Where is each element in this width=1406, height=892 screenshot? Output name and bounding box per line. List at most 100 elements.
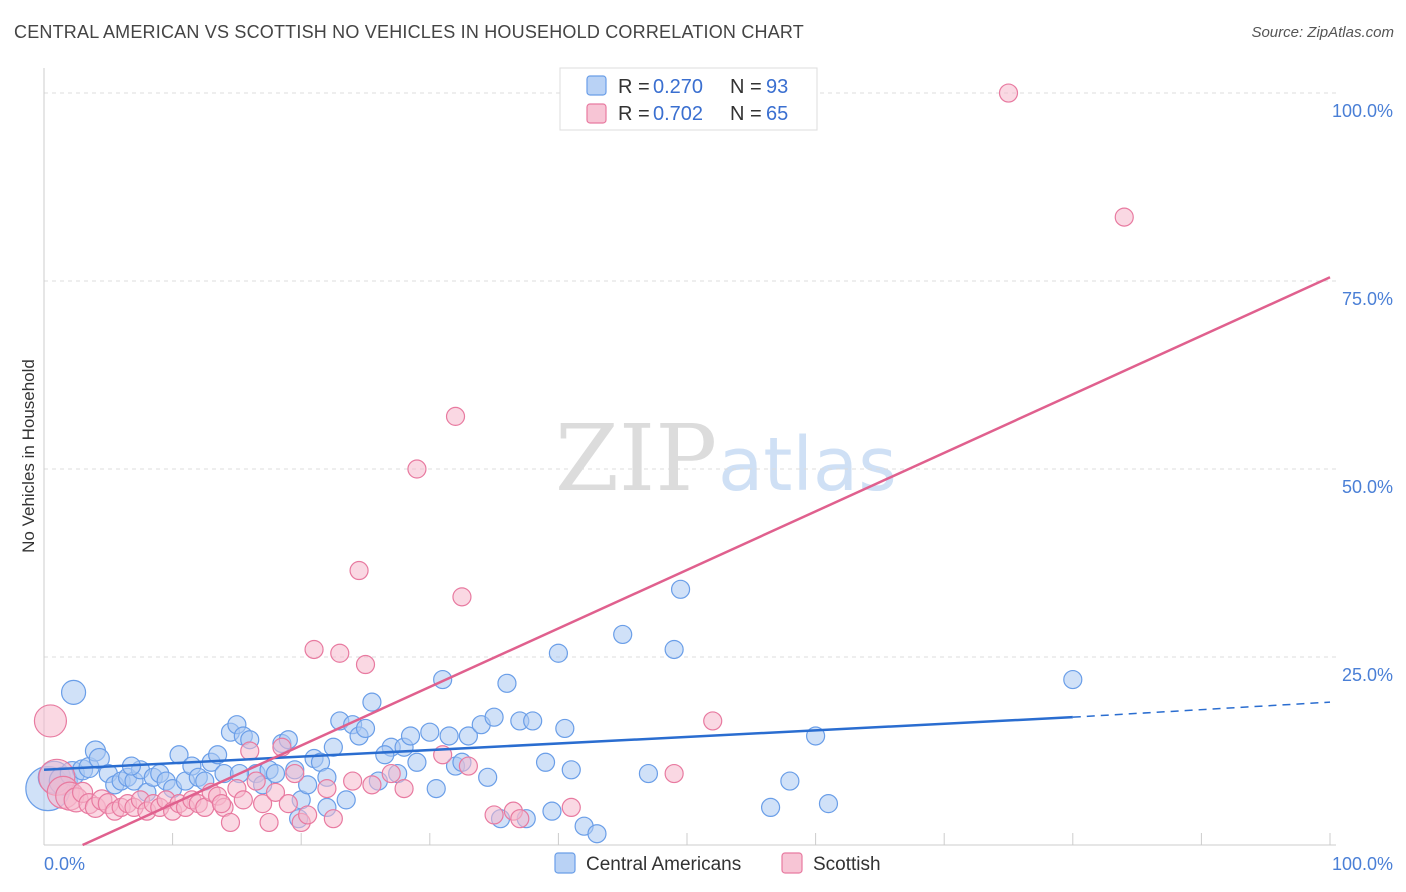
scottish-point [278, 794, 298, 814]
scottish-point [265, 782, 286, 802]
scottish-point [349, 560, 369, 581]
y-tick-label: 100.0% [1332, 101, 1393, 121]
y-tick-label: 50.0% [1342, 477, 1393, 497]
scottish-point [323, 809, 343, 829]
scottish-point [394, 779, 414, 799]
central-americans-point [362, 692, 382, 712]
data-points [25, 83, 1134, 844]
legend-n-label: N = [730, 76, 762, 98]
bottom-legend-label-scottish: Scottish [813, 854, 881, 875]
central-americans-point [542, 801, 562, 821]
central-americans-point [561, 760, 581, 780]
scottish-trend-line [82, 276, 1331, 847]
legend-r-label: R = [618, 103, 650, 125]
central-americans-point [426, 779, 446, 799]
bottom-legend-swatch-scottish [781, 852, 803, 874]
scottish-point [1114, 207, 1134, 227]
legend: R = 0.270 N = 93 R = 0.702 N = 65 [559, 67, 818, 131]
bottom-legend-swatch-central-americans [554, 852, 576, 874]
scottish-point [317, 779, 337, 799]
scottish-point [445, 406, 466, 426]
central-americans-point [400, 726, 421, 746]
scottish-point [407, 459, 427, 479]
central-americans-point [439, 726, 459, 746]
central-americans-point [208, 745, 228, 765]
scottish-point [330, 643, 350, 663]
y-tick-label: 25.0% [1342, 665, 1393, 685]
scottish-point [484, 805, 504, 825]
legend-r-label: R = [618, 76, 650, 98]
legend-swatch-central-americans [586, 75, 607, 96]
central-americans-point [638, 763, 659, 784]
scottish-point [33, 704, 68, 738]
scottish-point [211, 794, 232, 814]
central-americans-point [497, 673, 517, 693]
central-americans-point [88, 747, 110, 770]
bottom-legend-label-central-americans: Central Americans [586, 854, 741, 875]
central-americans-point [458, 726, 478, 746]
watermark-zip: ZIP [555, 405, 717, 512]
chart-title: CENTRAL AMERICAN VS SCOTTISH NO VEHICLES… [14, 22, 804, 42]
central-americans-point [420, 722, 440, 742]
central-americans-point [298, 775, 318, 795]
scottish-point [355, 654, 376, 675]
scottish-point [343, 771, 363, 791]
legend-r-value: 0.702 [653, 103, 703, 125]
scottish-point [240, 741, 260, 761]
scottish-point [510, 809, 530, 829]
central-americans-point [555, 718, 575, 739]
central-americans-point [60, 679, 87, 705]
y-tick-labels: 25.0% 50.0% 75.0% 100.0% [1332, 101, 1393, 685]
bottom-legend: Central Americans Scottish [554, 852, 881, 875]
central-americans-point [355, 718, 376, 739]
scottish-point [233, 790, 253, 810]
scottish-point [452, 587, 472, 607]
central-americans-trend-extension [1072, 701, 1331, 718]
central-americans-point [613, 624, 633, 645]
gridlines [44, 92, 1336, 658]
scottish-point [220, 812, 241, 833]
x-tick-label: 100.0% [1332, 854, 1393, 874]
legend-r-value: 0.270 [653, 76, 703, 98]
legend-n-value: 65 [766, 103, 788, 125]
central-americans-point [484, 707, 504, 727]
central-americans-point [818, 794, 839, 814]
central-americans-point [336, 790, 356, 810]
legend-swatch-scottish [586, 103, 607, 124]
y-tick-label: 75.0% [1342, 289, 1393, 309]
central-americans-point [548, 643, 569, 663]
legend-n-label: N = [730, 103, 762, 125]
scottish-point [285, 763, 305, 784]
scottish-point [664, 763, 684, 784]
scottish-point [458, 756, 478, 776]
central-americans-point [587, 824, 607, 844]
central-americans-point [780, 771, 800, 791]
x-tick-label: 0.0% [44, 854, 85, 874]
scottish-point [703, 711, 723, 731]
central-americans-point [407, 752, 427, 772]
y-axis-label: No Vehicles in Household [19, 359, 38, 553]
central-americans-trend-line [43, 715, 1073, 772]
watermark-atlas: atlas [718, 422, 897, 508]
central-americans-point [375, 745, 395, 765]
central-americans-point [1063, 669, 1083, 690]
central-americans-point [535, 752, 556, 772]
central-americans-point [670, 579, 691, 599]
scottish-point [246, 771, 266, 791]
scottish-point [298, 805, 318, 825]
trend-lines [43, 276, 1331, 847]
scottish-point [381, 763, 401, 784]
scottish-point [253, 794, 273, 814]
legend-n-value: 93 [766, 76, 788, 98]
scottish-point [304, 639, 324, 660]
source-label: Source: ZipAtlas.com [1251, 24, 1394, 41]
scottish-point [259, 812, 279, 833]
central-americans-point [664, 639, 684, 660]
central-americans-point [265, 763, 286, 784]
central-americans-point [523, 711, 543, 731]
scottish-point [561, 797, 581, 818]
central-americans-point [760, 797, 781, 818]
scottish-point [998, 83, 1019, 103]
scottish-point [362, 775, 382, 795]
